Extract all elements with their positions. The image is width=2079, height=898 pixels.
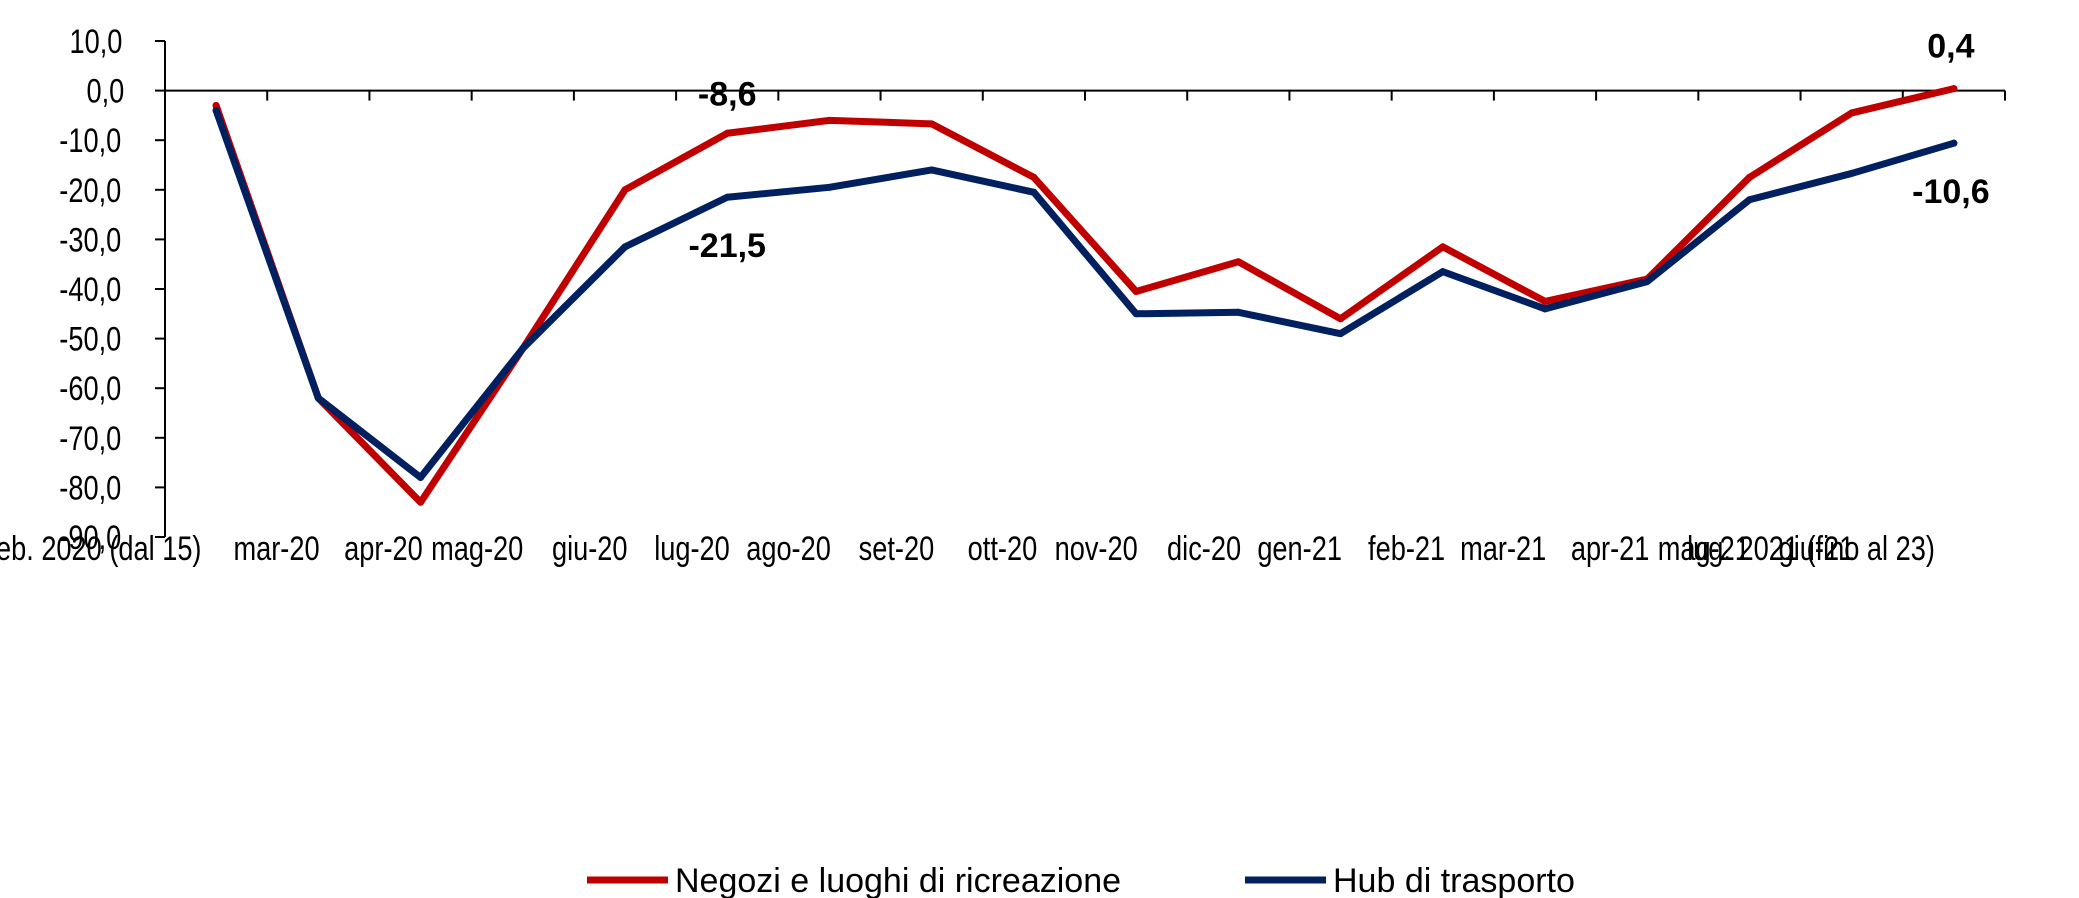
x-tick-label: feb. 2020 (dal 15) — [0, 529, 201, 568]
data-point — [825, 116, 833, 124]
data-point — [1745, 173, 1753, 181]
data-point — [621, 186, 629, 194]
x-tick-label: ott-20 — [968, 529, 1038, 568]
data-point — [519, 345, 527, 353]
y-tick-label: -20,0 — [59, 171, 121, 210]
y-tick-label: 10,0 — [69, 22, 122, 61]
data-point — [1745, 196, 1753, 204]
chart-axes: 10,0 0,0 -10,0 -20,0 -30,0 -40,0 -50,0 -60,0 -70… — [0, 22, 2006, 568]
data-point — [1541, 297, 1549, 305]
data-label: -21,5 — [688, 227, 766, 265]
x-tick-label: mag-20 — [431, 529, 523, 568]
y-tick-label: -50,0 — [59, 320, 121, 359]
data-label: -8,6 — [698, 75, 757, 113]
data-point — [1030, 188, 1038, 196]
data-point — [1541, 305, 1549, 313]
x-tick-label: mar-20 — [233, 529, 319, 568]
data-point — [1643, 278, 1651, 286]
legend-label-0: Negozi e luoghi di ricreazione — [675, 862, 1121, 898]
y-tick-label: -70,0 — [59, 419, 121, 458]
y-tick-label: 0,0 — [86, 72, 124, 111]
data-point — [417, 498, 425, 506]
x-tick-label: apr-20 — [344, 529, 423, 568]
x-tick-label: gen-21 — [1257, 529, 1342, 568]
x-tick-label: apr-21 — [1571, 529, 1650, 568]
series-line-0 — [212, 85, 1958, 506]
series-line-1 — [212, 106, 1958, 481]
data-point — [1950, 85, 1958, 93]
data-point — [928, 166, 936, 174]
data-point — [1132, 310, 1140, 318]
x-tick-label: nov-20 — [1055, 529, 1138, 568]
y-tick-label: -80,0 — [59, 468, 121, 507]
x-tick-label: dic-20 — [1167, 529, 1241, 568]
x-tick-label: giu-21 — [1779, 529, 1855, 568]
data-label: 0,4 — [1927, 28, 1974, 66]
data-point — [417, 473, 425, 481]
x-tick-label: ago-20 — [746, 529, 831, 568]
data-point — [1234, 258, 1242, 266]
data-point — [1337, 315, 1345, 323]
y-tick-label: -40,0 — [59, 270, 121, 309]
data-point — [928, 120, 936, 128]
y-tick-label: -90,0 — [59, 518, 121, 557]
x-tick-label: lug. 2021 (fino al 23) — [1687, 529, 1935, 568]
data-labels: -8,6 -21,5 0,4 -10,6 — [688, 28, 1989, 266]
data-point — [1950, 139, 1958, 147]
chart-legend: Negozi e luoghi di ricreazione Hub di tra… — [587, 862, 1575, 898]
data-point — [1030, 173, 1038, 181]
data-point — [1337, 330, 1345, 338]
data-point — [1848, 109, 1856, 117]
y-tick-label: -30,0 — [59, 220, 121, 259]
y-tick-label: -60,0 — [59, 369, 121, 408]
y-tick-label: -10,0 — [59, 121, 121, 160]
data-point — [314, 394, 322, 402]
data-point — [1132, 287, 1140, 295]
data-point — [825, 183, 833, 191]
x-tick-label: giu-20 — [552, 529, 628, 568]
x-tick-label: lug-20 — [654, 529, 730, 568]
data-point — [1848, 169, 1856, 177]
data-point — [1439, 268, 1447, 276]
x-tick-label: set-20 — [859, 529, 935, 568]
x-tick-label: mag-21 — [1658, 529, 1750, 568]
data-label: -10,6 — [1912, 173, 1990, 211]
data-point — [621, 243, 629, 251]
data-point — [723, 193, 731, 201]
chart-series — [212, 85, 1958, 506]
data-point — [212, 101, 220, 109]
data-point — [212, 106, 220, 114]
x-tick-label: feb-21 — [1368, 529, 1445, 568]
data-point — [723, 129, 731, 137]
legend-label-1: Hub di trasporto — [1333, 862, 1575, 898]
data-point — [1234, 308, 1242, 316]
x-tick-label: mar-21 — [1460, 529, 1546, 568]
data-point — [1439, 243, 1447, 251]
